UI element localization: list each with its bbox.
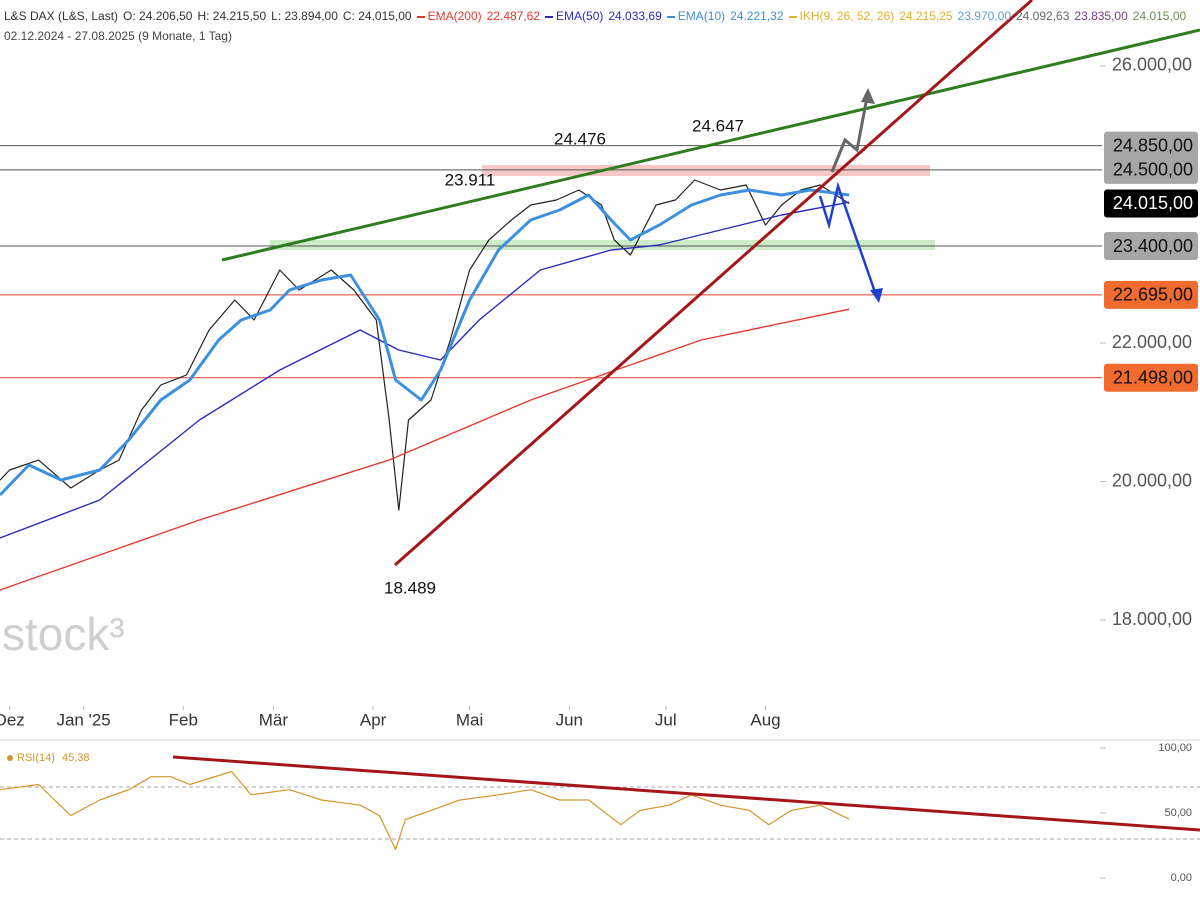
legend-value: 24.221,32 [730, 9, 784, 23]
price-level-box [1104, 155, 1198, 184]
legend-value: 45,38 [62, 752, 90, 764]
bull-scenario-arrow [830, 91, 870, 173]
ohlc-value: C: 24.015,00 [342, 9, 412, 23]
legend-entry: EMA(10) [677, 9, 726, 23]
price-level-box [1104, 131, 1198, 160]
legend-value: 23.970,00 [957, 9, 1011, 23]
series-line [0, 308, 850, 591]
lower-trendline [394, 0, 1033, 567]
legend-swatch [666, 15, 675, 18]
price-level-box [1104, 363, 1198, 392]
x-tick-label: Mär [259, 710, 289, 729]
series-layer [0, 145, 1200, 850]
annotation: 24.647 [692, 116, 744, 135]
header-line: L&S DAX (L&S, Last) O: 24.206,50 H: 24.215… [4, 6, 1191, 26]
x-tick-label: Feb [169, 710, 198, 729]
legend-entry: EMA(200) [427, 9, 482, 23]
legend-entry: IKH(9, 26, 52, 26) [799, 9, 895, 23]
legend-swatch [416, 15, 425, 18]
y-tick-label: 50,00 [1164, 807, 1192, 819]
series-line [0, 770, 850, 850]
price-level-label: 24.500,00 [1113, 160, 1193, 180]
series-line [0, 179, 850, 511]
ohlc-value: L: 23.894,00 [271, 9, 338, 23]
header-line: 02.12.2024 - 27.08.2025 (9 Monate, 1 Tag… [4, 26, 1191, 46]
bear-scenario-arrow [818, 181, 878, 296]
annotation: 18.489 [384, 578, 436, 597]
annotation: 23.911 [445, 170, 496, 189]
resistance-zone [482, 165, 930, 176]
y-tick-label: 0,00 [1171, 872, 1192, 884]
annotation: 24.476 [554, 129, 606, 148]
x-tick-label: Jul [655, 710, 677, 729]
series-line [0, 188, 850, 497]
x-tick-label: Apr [360, 710, 387, 729]
ohlc-value: H: 24.215,50 [197, 9, 267, 23]
y-tick-label: 18.000,00 [1112, 609, 1192, 629]
date-range: 02.12.2024 - 27.08.2025 (9 Monate, 1 Tag… [4, 29, 232, 43]
series-line [0, 201, 850, 539]
price-level-box [1104, 280, 1198, 309]
legend-swatch [545, 15, 554, 18]
price-level-label: 24.850,00 [1113, 135, 1193, 155]
price-level-label: 22.695,00 [1113, 285, 1193, 305]
legend-value: 23.835,00 [1074, 9, 1128, 23]
arrow-head [870, 288, 883, 303]
header: L&S DAX (L&S, Last) O: 24.206,50 H: 24.215… [4, 6, 1191, 46]
x-tick-label: Dez [0, 710, 25, 729]
price-level-label: 21.498,00 [1113, 368, 1193, 388]
legend-value: 24.033,69 [608, 9, 662, 23]
support-zone [270, 240, 935, 250]
last-price-box [1104, 189, 1198, 218]
price-level-label: 23.400,00 [1113, 236, 1193, 256]
y-tick-label: 20.000,00 [1112, 470, 1192, 490]
legend-value: 24.215,25 [899, 9, 953, 23]
last-price-label: 24.015,00 [1113, 193, 1193, 213]
arrow-head [861, 88, 875, 104]
legend-value: 24.092,63 [1016, 9, 1070, 23]
y-tick-label: 22.000,00 [1112, 332, 1192, 352]
legend-value: 24.015,00 [1132, 9, 1187, 23]
x-tick-label: Jan '25 [56, 710, 110, 729]
x-tick-label: Mai [456, 710, 483, 729]
rsi-trendline [172, 755, 1200, 832]
upper-trendline [221, 28, 1200, 262]
x-tick-label: Aug [750, 710, 780, 729]
legend-swatch [788, 15, 797, 18]
watermark: stock³ [2, 608, 125, 660]
ohlc-value: O: 24.206,50 [123, 9, 193, 23]
legend-entry: EMA(50) [556, 9, 604, 23]
legend-value: 22.487,62 [486, 9, 541, 23]
y-tick-label: 100,00 [1158, 742, 1192, 754]
price-level-box [1104, 232, 1198, 261]
y-tick-label: 26.000,00 [1112, 55, 1192, 75]
legend-entry: RSI(14) [17, 752, 55, 764]
legend-swatch [7, 755, 13, 761]
x-tick-label: Jun [556, 710, 583, 729]
instrument-name: L&S DAX (L&S, Last) [4, 9, 119, 23]
